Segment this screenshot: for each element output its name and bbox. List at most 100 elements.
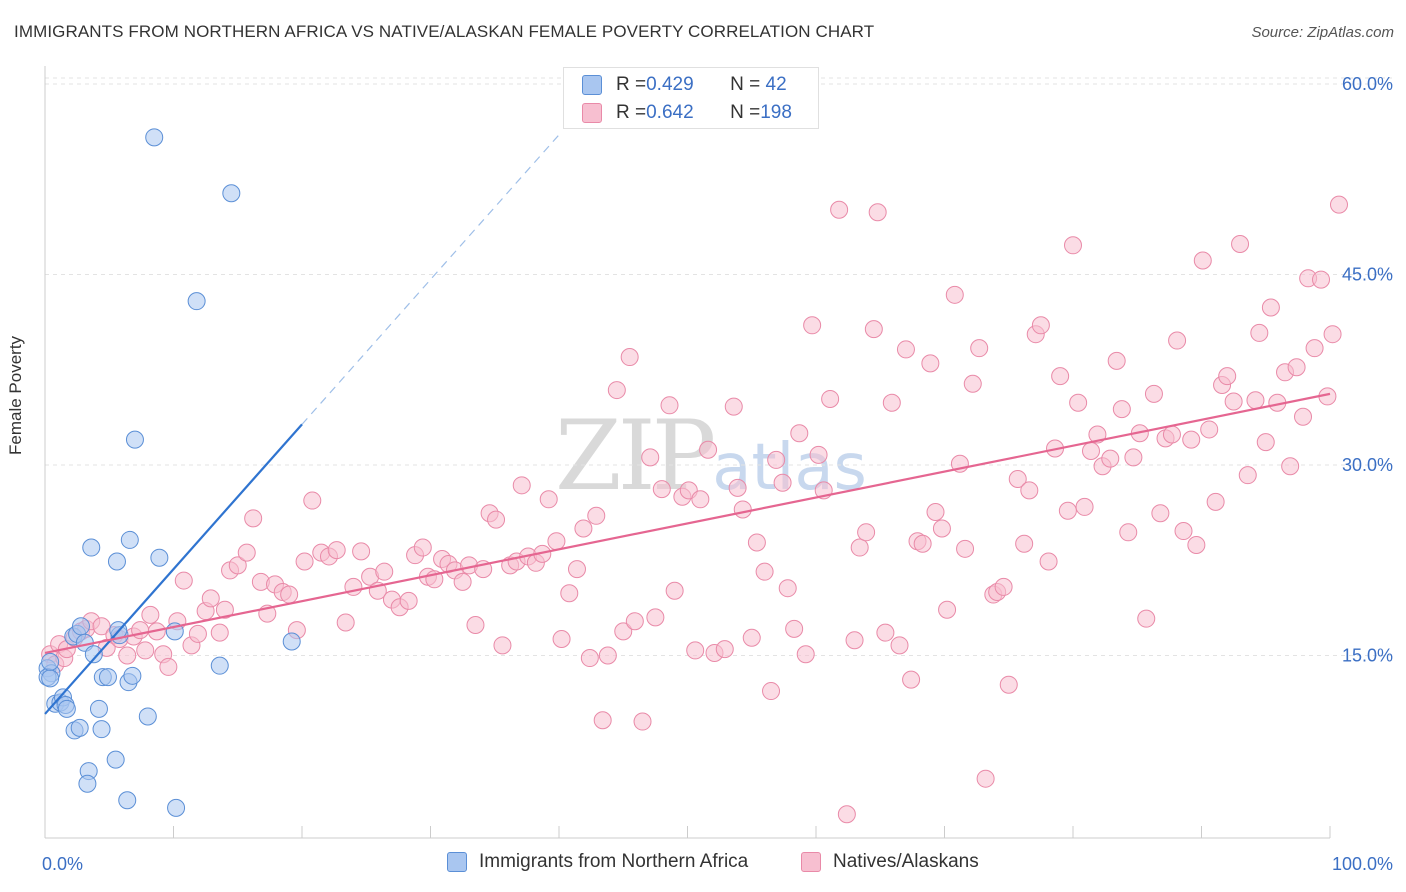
data-point-natives <box>1119 523 1138 542</box>
data-point-natives <box>902 670 921 689</box>
data-point-natives <box>593 711 612 730</box>
data-point-natives <box>244 509 263 528</box>
stat-n-value-blue: 42 <box>760 74 787 95</box>
data-point-natives <box>686 641 705 660</box>
data-point-natives <box>1088 425 1107 444</box>
data-point-immigrants <box>82 538 101 557</box>
data-point-immigrants <box>167 798 186 817</box>
data-point-natives <box>1020 481 1039 500</box>
data-point-natives <box>1224 392 1243 411</box>
data-point-natives <box>547 532 566 551</box>
data-point-natives <box>1246 391 1265 410</box>
data-point-natives <box>1174 522 1193 541</box>
data-point-natives <box>136 641 155 660</box>
stat-swatch-pink <box>582 103 602 123</box>
legend-item-immigrants[interactable]: Immigrants from Northern Africa <box>447 851 748 873</box>
data-point-natives <box>665 581 684 600</box>
data-point-natives <box>580 649 599 668</box>
trend-line-immigrants-extension <box>301 134 560 425</box>
data-point-natives <box>1107 351 1126 370</box>
data-point-natives <box>1305 339 1324 358</box>
data-point-natives <box>1281 457 1300 476</box>
data-point-natives <box>830 200 849 219</box>
data-point-natives <box>646 608 665 627</box>
data-point-natives <box>773 473 792 492</box>
data-point-natives <box>890 636 909 655</box>
data-point-natives <box>809 445 828 464</box>
data-point-natives <box>913 534 932 553</box>
data-point-natives <box>896 340 915 359</box>
series-immigrants-northern-africa <box>38 128 301 817</box>
trend-lines <box>44 134 1331 715</box>
data-point-natives <box>1206 492 1225 511</box>
legend-item-natives[interactable]: Natives/Alaskans <box>801 851 979 873</box>
data-point-natives <box>994 577 1013 596</box>
data-point-natives <box>1162 425 1181 444</box>
data-point-natives <box>201 589 220 608</box>
data-point-natives <box>587 506 606 525</box>
stat-n-label-pink: N = <box>730 102 761 123</box>
chart-legend: Immigrants from Northern Africa Natives/… <box>0 851 1406 879</box>
legend-label-immigrants: Immigrants from Northern Africa <box>479 851 749 872</box>
trend-line-natives <box>44 392 1331 655</box>
y-tick-label: 60.0% <box>1342 74 1393 94</box>
data-point-natives <box>539 490 558 509</box>
data-point-immigrants <box>123 666 142 685</box>
legend-swatch-blue <box>447 852 467 872</box>
data-point-natives <box>1144 384 1163 403</box>
data-point-natives <box>857 523 876 542</box>
data-point-natives <box>882 393 901 412</box>
data-point-natives <box>641 448 660 467</box>
data-point-immigrants <box>89 699 108 718</box>
data-point-natives <box>652 480 671 499</box>
data-point-natives <box>512 476 531 495</box>
data-point-natives <box>159 657 178 676</box>
data-point-natives <box>1187 536 1206 555</box>
data-point-natives <box>1168 331 1187 350</box>
data-point-natives <box>560 584 579 603</box>
data-point-immigrants <box>120 530 139 549</box>
data-point-natives <box>92 617 111 636</box>
stat-r-label-pink: R = <box>616 102 647 123</box>
data-point-immigrants <box>41 669 60 688</box>
data-point-natives <box>493 636 512 655</box>
data-point-immigrants <box>106 750 125 769</box>
data-point-immigrants <box>70 718 89 737</box>
data-point-natives <box>963 374 982 393</box>
data-point-natives <box>803 316 822 335</box>
data-point-natives <box>210 623 229 642</box>
data-point-natives <box>487 510 506 529</box>
data-point-natives <box>1008 469 1027 488</box>
data-point-natives <box>1231 235 1250 254</box>
data-point-natives <box>785 619 804 638</box>
data-point-natives <box>845 631 864 650</box>
data-point-natives <box>999 675 1018 694</box>
y-tick-label: 45.0% <box>1342 265 1393 285</box>
data-point-natives <box>938 600 957 619</box>
y-axis-label: Female Poverty <box>6 335 25 455</box>
data-point-natives <box>1323 325 1342 344</box>
source-label: Source: ZipAtlas.com <box>1251 24 1394 41</box>
data-point-natives <box>778 579 797 598</box>
data-point-natives <box>413 538 432 557</box>
data-point-natives <box>1075 497 1094 516</box>
stat-r-value-blue: 0.429 <box>646 74 694 95</box>
data-point-immigrants <box>57 699 76 718</box>
data-point-natives <box>1329 195 1348 214</box>
data-point-natives <box>375 562 394 581</box>
data-point-natives <box>574 519 593 538</box>
data-point-natives <box>188 624 207 643</box>
data-point-natives <box>620 348 639 367</box>
stat-row-pink: R = 0.642 N = 198 <box>582 102 792 124</box>
data-point-natives <box>1051 367 1070 386</box>
y-tick-label: 15.0% <box>1342 646 1393 666</box>
data-point-natives <box>295 552 314 571</box>
data-point-natives <box>174 571 193 590</box>
data-point-natives <box>945 285 964 304</box>
data-point-natives <box>733 500 752 519</box>
data-point-natives <box>1250 323 1269 342</box>
data-point-natives <box>868 203 887 222</box>
stat-swatch-blue <box>582 75 602 95</box>
data-point-immigrants <box>138 707 157 726</box>
